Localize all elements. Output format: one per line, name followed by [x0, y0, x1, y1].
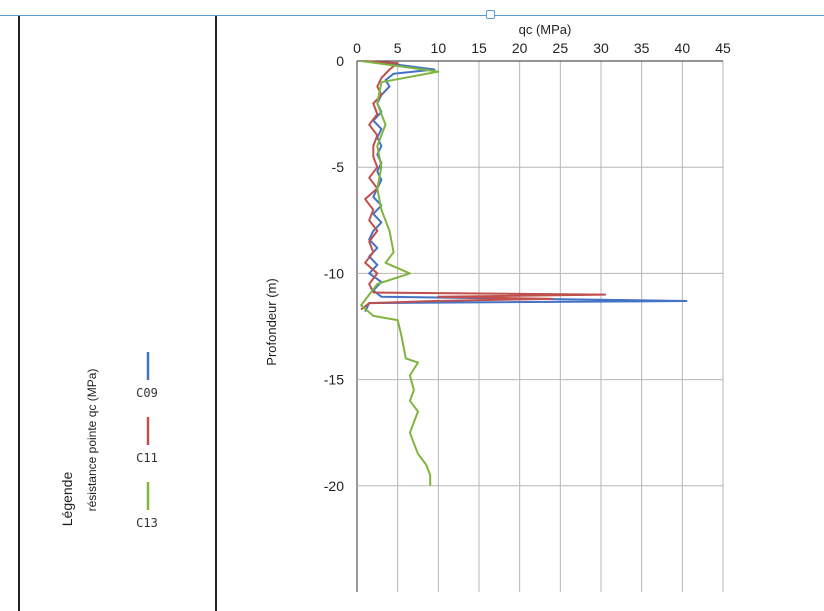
- x-tick-label: 10: [431, 40, 447, 56]
- connector-handle[interactable]: [486, 10, 495, 19]
- grid: [356, 60, 724, 592]
- x-tick-label: 25: [553, 40, 569, 56]
- y-axis-label: Profondeur (m): [264, 278, 279, 365]
- legend-title: Légende: [59, 472, 75, 527]
- connector-line[interactable]: [0, 15, 824, 16]
- y-tick-label: -20: [324, 478, 344, 494]
- series-line-c11: [360, 60, 607, 311]
- x-tick-label: 30: [593, 40, 609, 56]
- legend: Légende résistance pointe qc (MPa) C09 C1…: [59, 352, 158, 530]
- x-tick-label: 45: [715, 40, 731, 56]
- series-line-c13: [360, 60, 440, 486]
- x-axis-label: qc (MPa): [519, 22, 572, 37]
- x-tick-label: 40: [675, 40, 691, 56]
- x-tick-label: 20: [512, 40, 528, 56]
- legend-label-c11: C11: [136, 451, 158, 465]
- x-tick-label: 5: [394, 40, 402, 56]
- series-line-c09: [364, 60, 688, 313]
- x-tick-labels: 0 5 10 15 20 25 30 35 40 45: [353, 40, 731, 56]
- y-tick-label: -10: [324, 265, 344, 281]
- y-tick-labels: 0 -5 -10 -15 -20: [324, 53, 344, 494]
- y-tick-label: -5: [332, 159, 345, 175]
- x-tick-label: 15: [471, 40, 487, 56]
- y-tick-label: 0: [336, 53, 344, 69]
- legend-subtitle: résistance pointe qc (MPa): [85, 369, 99, 512]
- legend-panel: [18, 16, 217, 611]
- x-tick-label: 0: [353, 40, 361, 56]
- y-tick-label: -15: [324, 372, 344, 388]
- legend-label-c13: C13: [136, 516, 158, 530]
- series-layer: [360, 60, 688, 486]
- x-tick-label: 35: [634, 40, 650, 56]
- legend-label-c09: C09: [136, 386, 158, 400]
